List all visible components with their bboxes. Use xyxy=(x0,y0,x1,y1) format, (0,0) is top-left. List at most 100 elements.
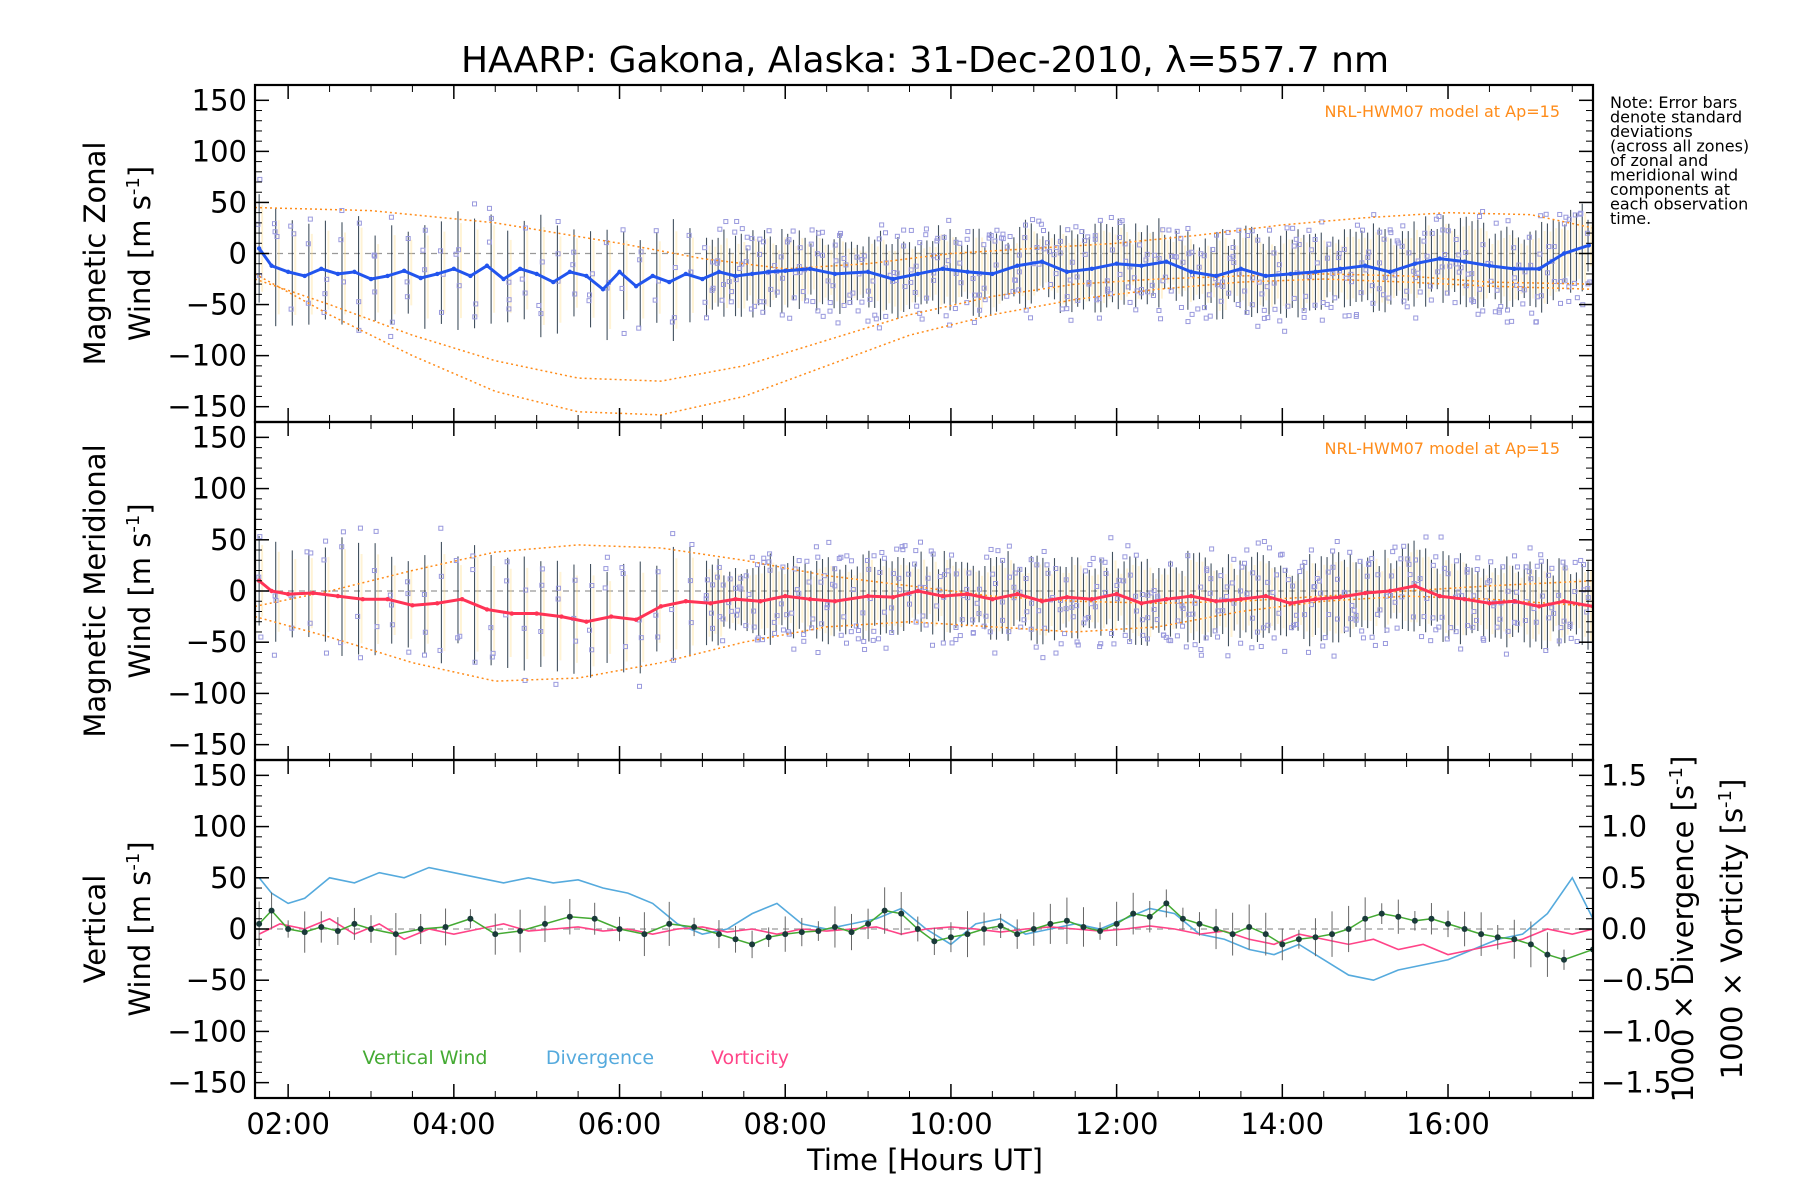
wind-point xyxy=(1487,263,1492,268)
zone-point xyxy=(1546,615,1552,621)
zone-point xyxy=(1561,618,1567,624)
zone-point xyxy=(1053,650,1059,656)
model-label: NRL-HWM07 model at Ap=15 xyxy=(1324,439,1560,458)
zone-point xyxy=(914,303,920,309)
zone-point xyxy=(861,638,867,644)
zone-point xyxy=(1064,294,1070,300)
wind-point xyxy=(1238,596,1244,602)
zone-point xyxy=(472,314,478,320)
zone-point xyxy=(420,247,426,253)
zone-point xyxy=(1574,295,1580,301)
zone-point xyxy=(1546,244,1552,250)
zone-point xyxy=(1382,641,1388,647)
wind-point xyxy=(1313,269,1318,275)
zone-point xyxy=(1166,637,1172,643)
zone-point xyxy=(1406,250,1412,256)
zone-point xyxy=(780,564,786,570)
zone-point xyxy=(621,330,627,336)
zone-point xyxy=(1469,271,1475,277)
zone-point xyxy=(1572,212,1578,218)
zone-point xyxy=(738,575,744,581)
zone-point xyxy=(486,239,492,245)
y-axis-label-line2: Wind [m s-1] xyxy=(123,166,157,341)
zone-point xyxy=(1133,608,1139,614)
zone-point xyxy=(1249,615,1255,621)
zone-point xyxy=(1041,228,1047,234)
zone-point xyxy=(437,647,443,653)
zone-point xyxy=(1139,617,1145,623)
zone-point xyxy=(1036,218,1042,224)
panel-2: Vertical Wind Divergence Vorticity 1.5 1.0 0.… xyxy=(78,756,1749,1103)
y-tick-label: −50 xyxy=(186,963,247,997)
zone-point xyxy=(976,611,982,617)
zone-point xyxy=(1537,251,1543,257)
zone-point xyxy=(1276,610,1282,616)
zone-point xyxy=(729,289,735,295)
note-line: of zonal and xyxy=(1610,151,1708,170)
wind-point xyxy=(1536,604,1542,609)
zone-point xyxy=(1316,578,1322,584)
zone-point xyxy=(820,313,826,319)
zone-point xyxy=(1000,236,1006,242)
plot-area xyxy=(255,176,1593,416)
zone-point xyxy=(1585,595,1591,601)
zone-point xyxy=(1474,566,1480,572)
zone-point xyxy=(1493,220,1499,226)
zone-point xyxy=(826,539,832,545)
zone-point xyxy=(338,640,344,646)
zone-point xyxy=(655,569,661,575)
wind-point xyxy=(451,266,457,272)
zone-point xyxy=(340,279,346,285)
wind-point xyxy=(335,593,341,599)
wind-point xyxy=(1338,594,1343,600)
vertical-wind-point xyxy=(1179,915,1186,922)
zone-point xyxy=(1249,228,1255,234)
zone-point xyxy=(307,620,313,626)
wind-point xyxy=(484,607,490,612)
wind-point xyxy=(1387,588,1393,594)
zone-point xyxy=(970,276,976,282)
zone-point xyxy=(1543,211,1549,217)
vertical-wind-point xyxy=(641,931,648,938)
zone-point xyxy=(1538,552,1544,558)
zone-point xyxy=(1527,545,1533,551)
zone-point xyxy=(1173,254,1179,260)
zone-point xyxy=(855,636,861,642)
vertical-wind-point xyxy=(1395,913,1402,920)
vorticity-line xyxy=(258,917,1593,956)
zone-point xyxy=(726,279,732,285)
zone-point xyxy=(308,550,314,556)
zone-point xyxy=(808,241,814,247)
zone-point xyxy=(1480,308,1486,314)
zone-point xyxy=(1558,625,1564,631)
zone-point xyxy=(1442,252,1448,258)
zone-point xyxy=(1475,555,1481,561)
zone-point xyxy=(1551,244,1557,250)
zone-point xyxy=(981,623,987,629)
zone-point xyxy=(1028,626,1034,632)
zone-point xyxy=(995,548,1001,554)
wind-point xyxy=(650,273,655,279)
zone-point xyxy=(1185,225,1191,231)
zone-point xyxy=(388,214,394,220)
zone-point xyxy=(438,525,444,531)
zone-point xyxy=(965,229,971,235)
zone-point xyxy=(930,551,936,557)
vertical-wind-point xyxy=(782,931,789,938)
zone-point xyxy=(587,292,593,298)
zone-point xyxy=(470,567,476,573)
zone-point xyxy=(704,577,710,583)
zone-point xyxy=(1162,274,1168,280)
wind-point xyxy=(401,268,407,274)
note-line: time. xyxy=(1610,209,1651,228)
zone-point xyxy=(934,238,940,244)
zone-point xyxy=(743,573,749,579)
zone-point xyxy=(1103,589,1109,595)
zone-point xyxy=(1000,617,1006,623)
zone-point xyxy=(1261,539,1267,545)
wind-point xyxy=(517,266,523,272)
zone-point xyxy=(908,227,914,233)
zone-point xyxy=(719,297,725,303)
vertical-wind-point xyxy=(898,910,905,917)
